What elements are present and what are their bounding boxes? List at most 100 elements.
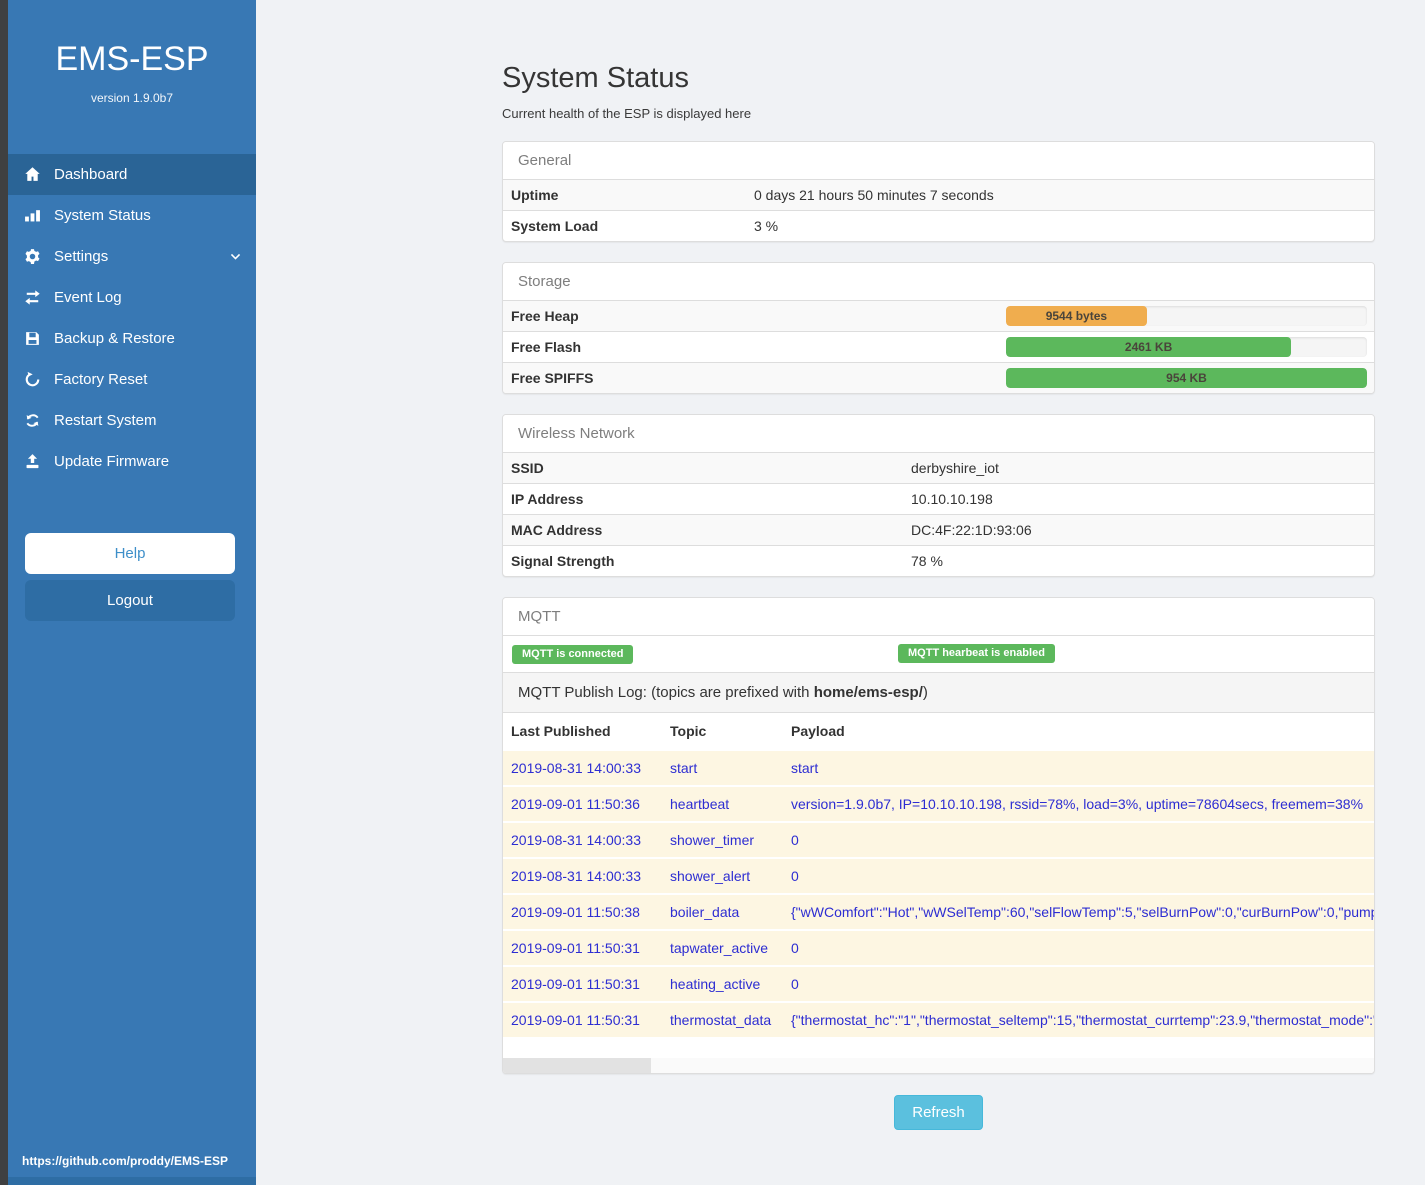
panel-general-title: General [503, 142, 1374, 180]
row-value: derbyshire_iot [911, 460, 999, 476]
log-payload: {"thermostat_hc":"1","thermostat_seltemp… [783, 1001, 1374, 1037]
panel-storage-title: Storage [503, 263, 1374, 301]
swap-arrows-icon [22, 289, 42, 307]
log-date: 2019-09-01 11:50:31 [503, 1001, 662, 1037]
sidebar-bottom-strip [8, 1177, 256, 1185]
mqtt-log-table: Last Published Topic Payload 2019-08-31 … [503, 713, 1374, 1037]
log-payload: 0 [783, 821, 1374, 858]
col-topic: Topic [662, 713, 783, 751]
log-payload: 0 [783, 857, 1374, 894]
sidebar-item-system-status[interactable]: System Status [8, 195, 256, 236]
log-payload: start [783, 749, 1374, 786]
row-value: 10.10.10.198 [911, 491, 993, 507]
table-row: IP Address 10.10.10.198 [503, 483, 1374, 514]
sidebar-item-label: Settings [54, 248, 109, 265]
row-label: Free Flash [511, 339, 582, 355]
log-topic: tapwater_active [662, 929, 783, 966]
log-row: 2019-09-01 11:50:31 tapwater_active 0 [503, 929, 1374, 966]
row-label: IP Address [511, 491, 584, 507]
panel-wireless-title: Wireless Network [503, 415, 1374, 453]
mqtt-connected-badge: MQTT is connected [512, 645, 634, 664]
sidebar-item-label: Event Log [54, 289, 122, 306]
sidebar-item-label: Update Firmware [54, 453, 170, 470]
row-label: Free Heap [511, 308, 579, 324]
row-value: DC:4F:22:1D:93:06 [911, 522, 1032, 538]
sidebar-item-settings[interactable]: Settings [8, 236, 256, 277]
caption-prefix: MQTT Publish Log: (topics are prefixed w… [518, 684, 814, 701]
row-label: Free SPIFFS [511, 370, 594, 386]
log-date: 2019-08-31 14:00:33 [503, 821, 662, 858]
gear-icon [22, 248, 42, 266]
row-value: 3 % [754, 218, 779, 234]
row-label: Uptime [511, 187, 559, 203]
row-label: System Load [511, 218, 599, 234]
log-row: 2019-08-31 14:00:33 shower_alert 0 [503, 857, 1374, 894]
page-title: System Status [502, 62, 689, 94]
col-last-published: Last Published [503, 713, 662, 751]
row-value: 0 days 21 hours 50 minutes 7 seconds [754, 187, 994, 203]
log-payload: 0 [783, 929, 1374, 966]
home-icon [22, 166, 42, 184]
col-payload: Payload [783, 713, 1374, 751]
log-topic: thermostat_data [662, 1001, 783, 1037]
app-version: version 1.9.0b7 [90, 91, 174, 105]
panel-mqtt: MQTT MQTT is connected MQTT hearbeat is … [502, 597, 1375, 1074]
sidebar-item-update-firmware[interactable]: Update Firmware [8, 441, 256, 482]
sidebar-item-restart-system[interactable]: Restart System [8, 400, 256, 441]
floppy-icon [22, 330, 42, 348]
log-topic: start [662, 749, 783, 786]
progress-bar-fill: 2461 KB [1006, 337, 1292, 357]
table-row: Free SPIFFS 954 KB [503, 362, 1374, 393]
sidebar-item-label: Restart System [54, 412, 157, 429]
table-row: Signal Strength 78 % [503, 545, 1374, 576]
mqtt-heartbeat-badge: MQTT hearbeat is enabled [898, 644, 1055, 663]
row-value: 78 % [911, 553, 943, 569]
sidebar-item-factory-reset[interactable]: Factory Reset [8, 359, 256, 400]
sidebar-item-backup-restore[interactable]: Backup & Restore [8, 318, 256, 359]
mqtt-publish-log-caption: MQTT Publish Log: (topics are prefixed w… [503, 672, 1374, 713]
log-topic: boiler_data [662, 893, 783, 930]
log-spacer [503, 1037, 1374, 1058]
panel-wireless: Wireless Network SSID derbyshire_iot IP … [502, 414, 1375, 577]
chevron-down-icon [229, 250, 242, 263]
sidebar-item-label: Factory Reset [54, 371, 148, 388]
progress-bar: 954 KB [1006, 368, 1367, 388]
log-row: 2019-09-01 11:50:36 heartbeat version=1.… [503, 785, 1374, 822]
refresh-button[interactable]: Refresh [894, 1095, 983, 1130]
log-payload: {"wWComfort":"Hot","wWSelTemp":60,"selFl… [783, 893, 1374, 930]
table-row: Free Flash 2461 KB [503, 331, 1374, 362]
sidebar: EMS-ESP version 1.9.0b7 Dashboard System… [8, 0, 256, 1185]
log-topic: heating_active [662, 965, 783, 1002]
log-row: 2019-08-31 14:00:33 shower_timer 0 [503, 821, 1374, 858]
progress-bar-fill: 9544 bytes [1006, 306, 1147, 326]
table-row: MAC Address DC:4F:22:1D:93:06 [503, 514, 1374, 545]
panel-wireless-rows: SSID derbyshire_iot IP Address 10.10.10.… [503, 453, 1374, 576]
logout-button[interactable]: Logout [25, 580, 235, 621]
panel-general: General Uptime 0 days 21 hours 50 minute… [502, 141, 1375, 242]
sidebar-item-event-log[interactable]: Event Log [8, 277, 256, 318]
log-date: 2019-09-01 11:50:31 [503, 965, 662, 1002]
progress-bar: 9544 bytes [1006, 306, 1367, 326]
sidebar-nav: Dashboard System Status Settings Event L… [8, 154, 256, 482]
page-subtitle: Current health of the ESP is displayed h… [502, 106, 752, 121]
sidebar-item-dashboard[interactable]: Dashboard [8, 154, 256, 195]
rotate-left-icon [22, 371, 42, 389]
content: System Status Current health of the ESP … [502, 0, 1375, 1130]
table-row: SSID derbyshire_iot [503, 453, 1374, 483]
upload-icon [22, 453, 42, 471]
log-date: 2019-09-01 11:50:36 [503, 785, 662, 822]
progress-bar-fill: 954 KB [1006, 368, 1367, 388]
scrollbar-thumb[interactable] [503, 1058, 651, 1073]
row-label: MAC Address [511, 522, 603, 538]
log-date: 2019-09-01 11:50:38 [503, 893, 662, 930]
row-label: SSID [511, 460, 544, 476]
log-payload: version=1.9.0b7, IP=10.10.10.198, rssid=… [783, 785, 1374, 822]
table-row: System Load 3 % [503, 210, 1374, 241]
log-date: 2019-09-01 11:50:31 [503, 929, 662, 966]
row-label: Signal Strength [511, 553, 615, 569]
bar-chart-icon [22, 207, 42, 225]
github-link[interactable]: https://github.com/proddy/EMS-ESP [22, 1154, 228, 1168]
help-button[interactable]: Help [25, 533, 235, 574]
progress-bar: 2461 KB [1006, 337, 1367, 357]
sidebar-buttons: Help Logout [25, 533, 235, 621]
